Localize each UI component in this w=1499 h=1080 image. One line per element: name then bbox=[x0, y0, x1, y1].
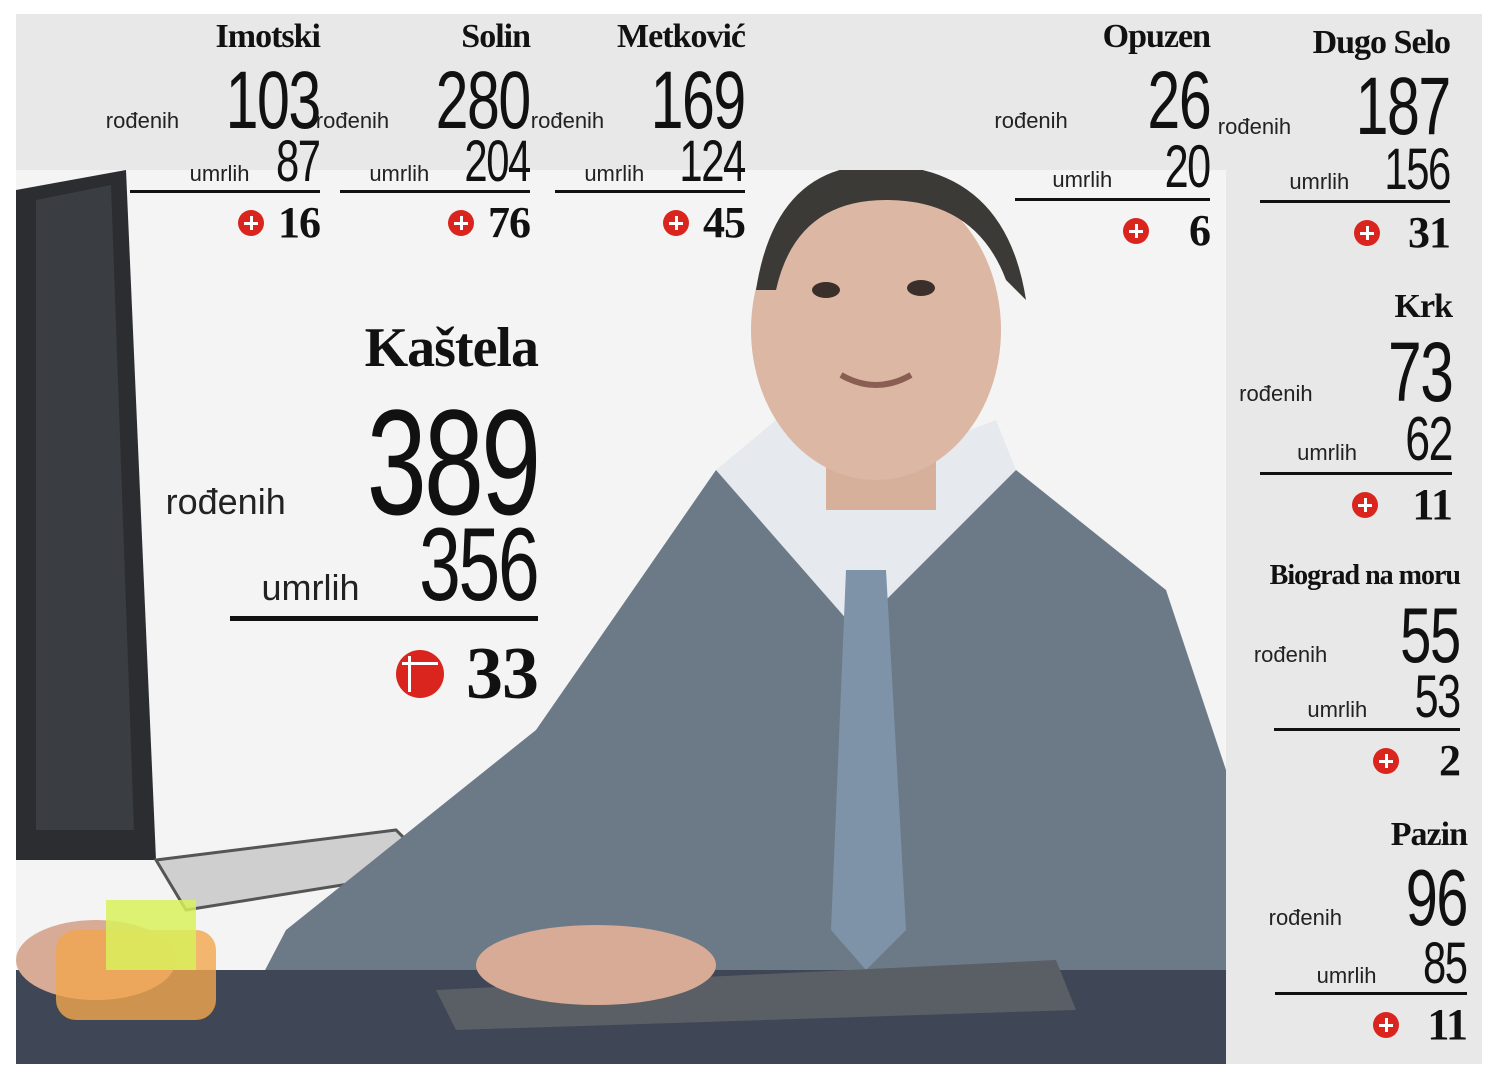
sum-rule bbox=[1275, 992, 1467, 995]
town-name: Kaštela bbox=[364, 317, 539, 379]
sum-rule bbox=[230, 616, 538, 621]
net-growth: 11 bbox=[1412, 480, 1453, 529]
stat-solin: Solin rođenih 280 umrlih 204 76 bbox=[316, 18, 532, 247]
town-name: Biograd na moru bbox=[1269, 560, 1461, 591]
died-count: 156 bbox=[1384, 137, 1452, 202]
died-count: 356 bbox=[419, 507, 541, 623]
photo-man-at-desk bbox=[16, 170, 1226, 1064]
sum-rule bbox=[340, 190, 530, 193]
sum-rule bbox=[555, 190, 745, 193]
net-growth: 16 bbox=[278, 198, 321, 247]
stat-metkovic: Metković rođenih 169 umrlih 124 45 bbox=[531, 18, 747, 247]
net-growth: 11 bbox=[1427, 1000, 1468, 1049]
died-count: 204 bbox=[464, 129, 532, 194]
plus-icon bbox=[238, 210, 264, 236]
died-count: 20 bbox=[1164, 133, 1212, 200]
born-count: 26 bbox=[1147, 55, 1211, 146]
stat-dugo-selo: Dugo Selo rođenih 187 umrlih 156 31 bbox=[1218, 24, 1452, 257]
town-name: Opuzen bbox=[1102, 18, 1211, 55]
died-count: 124 bbox=[679, 129, 747, 194]
sum-rule bbox=[1260, 472, 1452, 475]
died-count: 62 bbox=[1405, 405, 1453, 474]
born-label: rođenih bbox=[1253, 642, 1328, 667]
died-label: umrlih bbox=[1307, 697, 1368, 722]
sum-rule bbox=[130, 190, 320, 193]
died-count: 53 bbox=[1414, 663, 1462, 730]
born-label: rođenih bbox=[1239, 381, 1313, 406]
stat-pazin: Pazin rođenih 96 umrlih 85 11 bbox=[1269, 816, 1469, 1049]
plus-icon bbox=[1373, 1012, 1400, 1038]
net-growth: 6 bbox=[1189, 206, 1211, 255]
net-growth: 2 bbox=[1439, 736, 1461, 785]
born-count: 73 bbox=[1387, 325, 1454, 419]
died-label: umrlih bbox=[584, 161, 645, 186]
died-label: umrlih bbox=[369, 161, 430, 186]
sum-rule bbox=[1260, 200, 1450, 203]
born-count: 280 bbox=[435, 55, 532, 146]
died-label: umrlih bbox=[261, 567, 360, 608]
died-count: 87 bbox=[276, 129, 321, 194]
town-name: Pazin bbox=[1390, 816, 1468, 853]
net-growth: 45 bbox=[703, 198, 746, 247]
died-label: umrlih bbox=[189, 161, 250, 186]
sum-rule bbox=[1015, 198, 1210, 201]
died-label: umrlih bbox=[1316, 963, 1377, 988]
town-name: Imotski bbox=[215, 18, 321, 55]
born-label: rođenih bbox=[1217, 114, 1292, 139]
net-growth: 33 bbox=[466, 633, 539, 715]
plus-icon bbox=[1352, 492, 1379, 518]
town-name: Dugo Selo bbox=[1312, 24, 1451, 61]
net-growth: 76 bbox=[488, 198, 531, 247]
born-label: rođenih bbox=[1268, 905, 1343, 930]
born-count: 103 bbox=[225, 55, 322, 146]
died-label: umrlih bbox=[1297, 440, 1358, 465]
right-info-band bbox=[1226, 14, 1482, 1064]
born-label: rođenih bbox=[165, 481, 286, 522]
town-name: Metković bbox=[617, 18, 746, 55]
born-label: rođenih bbox=[530, 108, 605, 133]
born-label: rođenih bbox=[105, 108, 180, 133]
stat-biograd-na-moru: Biograd na moru rođenih 55 umrlih 53 2 bbox=[1240, 560, 1462, 785]
net-growth: 31 bbox=[1408, 208, 1451, 257]
plus-icon bbox=[663, 210, 689, 236]
stat-opuzen: Opuzen rođenih 26 umrlih 20 6 bbox=[994, 18, 1212, 255]
died-label: umrlih bbox=[1289, 169, 1350, 194]
plus-icon bbox=[1354, 220, 1380, 246]
born-count: 169 bbox=[650, 55, 747, 146]
town-name: Solin bbox=[461, 18, 531, 55]
stat-kastela: Kaštela rođenih 389 umrlih 356 33 bbox=[166, 317, 541, 715]
town-name: Krk bbox=[1394, 288, 1453, 325]
born-count: 389 bbox=[366, 378, 540, 546]
born-label: rođenih bbox=[315, 108, 390, 133]
plus-icon bbox=[1123, 218, 1149, 244]
plus-icon bbox=[448, 210, 474, 236]
born-count: 96 bbox=[1405, 853, 1469, 942]
born-count: 187 bbox=[1355, 61, 1452, 152]
died-count: 85 bbox=[1423, 931, 1468, 996]
stat-imotski: Imotski rođenih 103 umrlih 87 16 bbox=[106, 18, 322, 247]
born-count: 55 bbox=[1400, 591, 1461, 679]
plus-icon bbox=[1373, 748, 1399, 774]
died-label: umrlih bbox=[1052, 167, 1113, 192]
sum-rule bbox=[1274, 728, 1460, 731]
born-label: rođenih bbox=[994, 108, 1068, 133]
plus-icon bbox=[396, 650, 444, 698]
stat-krk: Krk rođenih 73 umrlih 62 11 bbox=[1239, 288, 1454, 529]
